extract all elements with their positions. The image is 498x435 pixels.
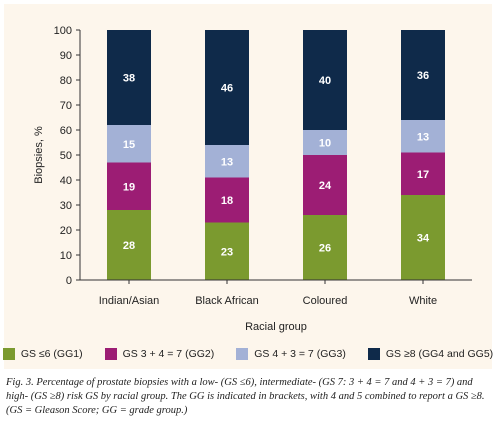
figure-caption: Fig. 3. Percentage of prostate biopsies … [6,377,485,416]
bar-value-label: 15 [123,139,135,151]
y-tick-label: 70 [60,100,72,112]
bar-value-label: 19 [123,181,135,193]
y-tick-label: 40 [60,175,72,187]
bar-value-label: 38 [123,73,135,85]
bar-segment [107,125,151,163]
bar-segment [401,30,445,120]
y-tick-label: 50 [60,150,72,162]
y-tick-label: 80 [60,75,72,87]
bar-value-label: 10 [319,138,331,150]
bar-segment [107,162,151,210]
bar-value-label: 26 [319,243,331,255]
bar-value-label: 13 [417,131,429,143]
bar-segment [401,120,445,153]
legend-label: GS ≤6 (GG1) [20,348,83,360]
bar-segment [303,30,347,130]
y-tick-label: 20 [60,225,72,237]
x-axis-title: Racial group [245,321,307,333]
bar-value-label: 17 [417,169,429,181]
bar-value-label: 23 [221,246,233,258]
bar-segment [205,177,249,223]
bar-value-label: 28 [123,240,135,252]
bar-segment [107,30,151,125]
y-tick-label: 10 [60,250,72,262]
stacked-bar-chart: 28 19 15 38 23 18 13 46 26 24 10 40 34 17 13 36 0 10 20 30… [33,25,472,333]
bar-value-label: 13 [221,156,233,168]
legend: GS ≤6 (GG1) GS 3 + 4 = 7 (GG2) GS 4 + 3 = … [2,342,494,366]
bar-segment [205,145,249,178]
y-tick-label: 0 [66,275,72,287]
bar-segment [401,152,445,195]
x-tick-label: White [409,295,437,307]
bar-segment [303,215,347,280]
legend-item: GS ≥8 (GG4 and GG5) [367,348,494,360]
bar-value-label: 36 [417,70,429,82]
y-tick-label: 90 [60,50,72,62]
bar-segment [107,210,151,280]
legend-item: GS ≤6 (GG1) [2,348,83,360]
y-tick-label: 60 [60,125,72,137]
x-tick-label: Coloured [303,295,348,307]
bar-segment [303,155,347,215]
bar-value-label: 40 [319,75,331,87]
legend-swatch [236,348,249,360]
y-tick-label: 100 [54,25,72,37]
legend-label: GS ≥8 (GG4 and GG5) [385,348,494,360]
x-tick-label: Black African [195,295,259,307]
legend-swatch [2,348,15,360]
legend-label: GS 3 + 4 = 7 (GG2) [122,348,215,360]
y-tick-label: 30 [60,200,72,212]
legend-swatch [367,348,380,360]
bar-value-label: 34 [417,233,430,245]
chart-panel: 28 19 15 38 23 18 13 46 26 24 10 40 34 17 13 36 0 10 20 30… [2,4,494,369]
legend-item: GS 3 + 4 = 7 (GG2) [104,348,215,360]
bar-value-label: 46 [221,83,233,95]
legend-swatch [104,348,117,360]
bar-value-label: 24 [319,180,332,192]
bar-segment [303,130,347,155]
y-axis-title: Biopsies, % [33,126,45,184]
legend-label: GS 4 + 3 = 7 (GG3) [254,348,346,360]
bar-segment [401,195,445,280]
bar-segment [205,30,249,145]
legend-item: GS 4 + 3 = 7 (GG3) [236,348,346,360]
bar-value-label: 18 [221,195,233,207]
x-tick-label: Indian/Asian [99,295,160,307]
bar-segment [205,222,249,280]
